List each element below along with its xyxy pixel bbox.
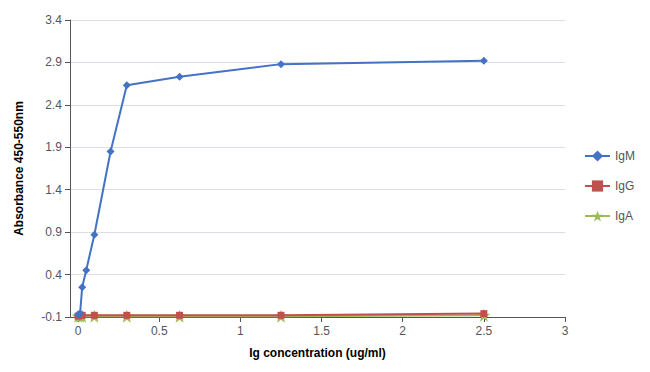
svg-text:Ig concentration (ug/ml): Ig concentration (ug/ml) — [249, 346, 386, 360]
svg-text:-0.1: -0.1 — [41, 310, 62, 324]
svg-text:IgG: IgG — [615, 179, 634, 193]
svg-text:0: 0 — [75, 324, 82, 338]
svg-text:IgM: IgM — [615, 149, 635, 163]
svg-text:1.4: 1.4 — [45, 183, 62, 197]
svg-text:3: 3 — [562, 324, 569, 338]
svg-text:0.4: 0.4 — [45, 268, 62, 282]
svg-text:1.5: 1.5 — [313, 324, 330, 338]
svg-text:2.5: 2.5 — [476, 324, 493, 338]
svg-text:IgA: IgA — [615, 209, 633, 223]
svg-text:1.9: 1.9 — [45, 140, 62, 154]
svg-text:2: 2 — [399, 324, 406, 338]
svg-text:0.5: 0.5 — [151, 324, 168, 338]
svg-text:0.9: 0.9 — [45, 225, 62, 239]
svg-text:2.4: 2.4 — [45, 98, 62, 112]
svg-text:1: 1 — [237, 324, 244, 338]
svg-text:3.4: 3.4 — [45, 13, 62, 27]
svg-text:Absorbance 450-550nm: Absorbance 450-550nm — [12, 101, 26, 236]
svg-text:2.9: 2.9 — [45, 55, 62, 69]
